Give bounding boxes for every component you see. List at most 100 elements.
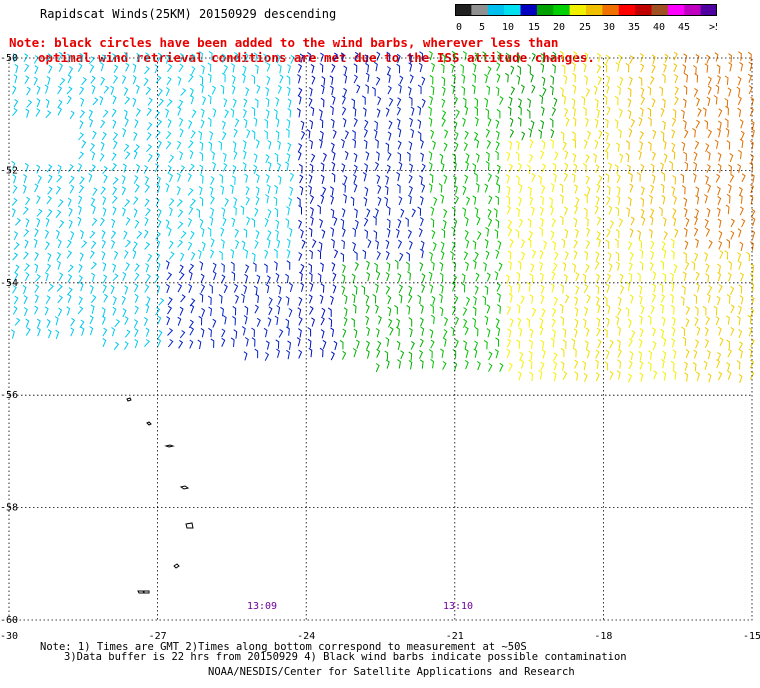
wind-barb [706,151,711,161]
wind-barb [737,228,742,238]
wind-barb [571,131,576,141]
wind-barb [563,172,569,182]
wind-barb [133,319,139,329]
wind-barb [707,85,712,95]
wind-barb [692,65,697,75]
wind-barb [454,142,459,152]
wind-barb [300,282,304,292]
wind-barb [582,106,587,117]
wind-barb [540,294,545,304]
wind-barb [417,119,422,129]
wind-barb [199,141,204,151]
wind-barb [495,175,500,185]
wind-barb [727,370,732,380]
wind-barb [603,95,608,105]
wind-barb [199,174,204,184]
wind-barb [662,248,667,259]
y-tick-label: -58 [0,503,18,514]
wind-barb [286,118,291,129]
wind-barb [321,76,326,86]
wind-barb [705,273,710,283]
wind-barb [661,73,666,84]
wind-barb [209,130,214,141]
wind-barb [57,239,62,249]
wind-barb [144,284,150,293]
wind-barb [421,76,426,86]
wind-barb [209,284,213,294]
wind-barb [586,349,590,359]
wind-barb [308,263,313,273]
wind-barb [561,238,566,249]
wind-barb [24,239,29,249]
wind-barb [596,231,601,240]
wind-barb [670,282,675,292]
wind-barb [671,117,677,127]
wind-barb [583,207,588,218]
wind-barb [585,88,591,97]
wind-barb [571,173,576,183]
wind-barb [639,360,644,370]
wind-barb [364,163,368,173]
wind-barb [608,263,613,273]
wind-barb [179,272,185,281]
wind-barb [90,197,96,207]
wind-barb [475,153,480,163]
wind-barb [396,183,401,194]
wind-barb [91,84,96,95]
wind-barb [375,76,381,86]
wind-barb [750,241,754,251]
wind-barb [438,183,443,193]
wind-barb [517,260,522,270]
wind-barb [440,162,445,172]
wind-barb [648,228,653,239]
wind-barb [718,284,723,293]
wind-barb [56,251,62,261]
wind-barb [308,272,313,282]
wind-barb [154,64,159,74]
legend-label: 20 [553,22,565,33]
wind-barb [670,250,675,260]
wind-barb [299,53,304,63]
wind-barb [177,283,183,293]
wind-barb [273,108,278,119]
wind-barb [124,285,129,295]
wind-barb [696,326,701,336]
wind-barb [91,204,96,215]
wind-barb [208,306,213,316]
wind-barb [122,207,126,217]
wind-barb [574,371,579,381]
wind-barb [251,252,256,262]
wind-barb [647,315,652,325]
warning-note-line1: Note: black circles have been added to t… [9,35,559,50]
wind-barb [462,307,468,316]
wind-barb [298,316,303,326]
wind-barb [747,51,752,62]
wind-barb [473,348,478,358]
wind-barb [465,261,469,272]
wind-barb [330,351,335,361]
wind-barb [474,131,479,141]
wind-barb [154,163,160,173]
wind-barb [11,329,15,339]
wind-barb [297,307,302,317]
wind-barb [483,339,488,350]
wind-barb [67,164,74,172]
wind-barb [724,98,729,108]
wind-barb [99,153,105,162]
legend-label: 35 [628,22,640,33]
wind-barb [36,327,41,337]
wind-barb [176,140,182,150]
wind-barb [670,304,675,315]
wind-barb [395,228,400,238]
wind-barb [311,239,317,248]
wind-barb [341,227,346,237]
wind-barb [146,132,152,141]
wind-barb [639,249,644,259]
wind-barb [716,359,721,369]
wind-barb [35,108,41,117]
wind-barb [277,284,282,295]
wind-barb [100,54,107,63]
wind-barb [562,328,567,338]
wind-barb [255,293,260,304]
wind-barb [430,358,435,369]
